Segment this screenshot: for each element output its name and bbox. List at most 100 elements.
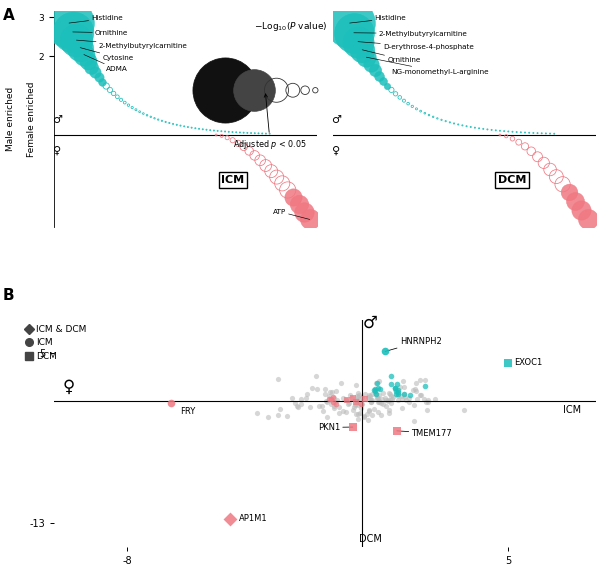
Point	[326, 399, 335, 408]
Point	[419, 395, 429, 404]
Point	[299, 207, 309, 216]
Point	[202, 125, 211, 134]
Point	[373, 398, 383, 407]
Point	[501, 132, 511, 141]
Point	[462, 122, 471, 131]
Point	[392, 426, 402, 435]
Point	[261, 129, 271, 138]
Point	[353, 393, 363, 402]
Point	[385, 389, 395, 398]
Point	[353, 415, 362, 424]
Point	[373, 394, 383, 403]
Point	[194, 124, 204, 133]
Point	[399, 390, 408, 399]
Point	[351, 380, 361, 389]
Point	[524, 128, 534, 137]
Point	[272, 173, 282, 182]
Point	[383, 396, 393, 405]
Point	[288, 192, 298, 201]
Point	[459, 406, 469, 415]
Point	[187, 123, 196, 132]
Point	[161, 117, 170, 126]
Point	[243, 129, 252, 138]
Point	[349, 406, 358, 415]
Point	[294, 402, 303, 411]
Point	[335, 403, 344, 412]
Point	[366, 59, 376, 68]
Point	[312, 384, 321, 393]
Point	[252, 408, 262, 417]
Point	[386, 399, 396, 408]
Point	[453, 120, 463, 129]
Point	[176, 121, 185, 130]
Point	[321, 396, 331, 405]
Y-axis label: Male enriched

Female enriched: Male enriched Female enriched	[6, 82, 36, 157]
Point	[353, 401, 363, 410]
Point	[364, 407, 373, 416]
Point	[302, 390, 311, 399]
Point	[157, 116, 167, 125]
Point	[479, 125, 488, 134]
Point	[244, 147, 254, 156]
Text: Histidine: Histidine	[69, 15, 123, 23]
Point	[209, 126, 219, 135]
Point	[109, 89, 119, 98]
Point	[399, 389, 409, 398]
Text: EXOC1: EXOC1	[514, 358, 542, 367]
Point	[503, 358, 513, 367]
Point	[220, 86, 230, 95]
Point	[412, 395, 421, 404]
Point	[325, 388, 335, 397]
Point	[250, 129, 259, 138]
Point	[392, 379, 402, 388]
Text: Adjusted $p$ < 0.05: Adjusted $p$ < 0.05	[234, 94, 307, 151]
Point	[378, 76, 388, 85]
Point	[356, 403, 365, 412]
Text: $-\mathrm{Log}_{10}(P\ \mathrm{value})$: $-\mathrm{Log}_{10}(P\ \mathrm{value})$	[254, 20, 327, 33]
Point	[386, 379, 396, 388]
Point	[293, 402, 302, 411]
Point	[168, 120, 178, 129]
Point	[352, 395, 361, 404]
Point	[314, 402, 323, 411]
Point	[558, 180, 568, 189]
Point	[399, 96, 409, 105]
Point	[135, 107, 144, 116]
Text: FRY: FRY	[180, 407, 196, 416]
Point	[376, 411, 386, 420]
Point	[128, 103, 137, 112]
Point	[527, 147, 536, 156]
Text: ♀: ♀	[63, 377, 75, 395]
Point	[377, 395, 387, 404]
Point	[348, 422, 358, 431]
Point	[357, 393, 367, 402]
Point	[324, 391, 334, 400]
Point	[113, 92, 122, 102]
Point	[354, 390, 364, 399]
Point	[395, 93, 405, 102]
Point	[90, 68, 100, 77]
Point	[379, 388, 388, 397]
Point	[393, 391, 403, 400]
Point	[420, 109, 430, 118]
Point	[146, 112, 155, 121]
Point	[495, 126, 504, 135]
Text: NG-monomethyl-L-arginine: NG-monomethyl-L-arginine	[367, 57, 489, 75]
Text: AP1M1: AP1M1	[238, 514, 267, 523]
Text: ♂: ♂	[331, 115, 341, 125]
Point	[371, 378, 381, 387]
Point	[417, 390, 426, 399]
Point	[399, 382, 409, 391]
Point	[577, 205, 586, 214]
Point	[391, 387, 400, 396]
Point	[514, 138, 524, 147]
Point	[167, 399, 176, 408]
Point	[296, 400, 306, 409]
Point	[288, 393, 297, 402]
Text: ATP: ATP	[273, 209, 310, 219]
Point	[381, 395, 391, 404]
Point	[353, 409, 363, 418]
Point	[397, 395, 407, 404]
Point	[404, 398, 414, 407]
Point	[371, 389, 380, 398]
